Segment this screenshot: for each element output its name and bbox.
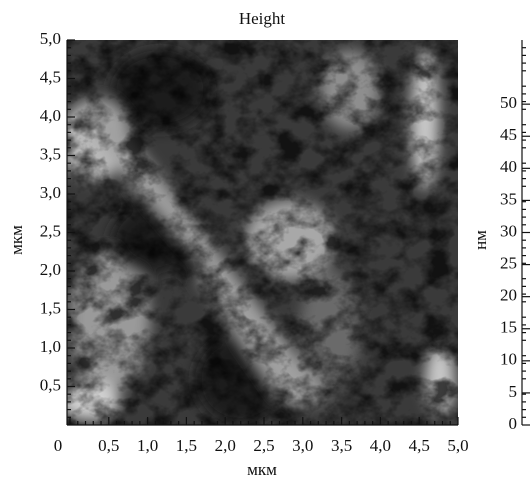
- x-tick-label: 3,5: [331, 436, 352, 455]
- colorbar-tick-label: 5: [509, 382, 518, 401]
- y-tick-label: 2,5: [40, 221, 61, 240]
- colorbar-tick-label: 20: [500, 286, 517, 305]
- colorbar-tick-label: 35: [500, 189, 517, 208]
- colorbar-tick-label: 10: [500, 350, 517, 369]
- y-tick-label: 5,0: [40, 29, 61, 48]
- height-image: [67, 40, 458, 425]
- colorbar-tick-label: 25: [500, 253, 517, 272]
- y-tick-label: 2,0: [40, 260, 61, 279]
- x-tick-label: 0: [54, 436, 63, 455]
- colorbar-tick-label: 40: [500, 157, 517, 176]
- x-tick-label: 0,5: [98, 436, 119, 455]
- colorbar-tick-label: 0: [509, 414, 518, 433]
- x-tick-label: 5,0: [447, 436, 468, 455]
- x-tick-label: 2,5: [253, 436, 274, 455]
- x-tick-label: 4,0: [370, 436, 391, 455]
- x-tick-label: 4,5: [409, 436, 430, 455]
- colorbar-tick-label: 45: [500, 125, 517, 144]
- y-tick-label: 3,0: [40, 183, 61, 202]
- x-axis-label: мкм: [247, 460, 277, 479]
- y-tick-label: 4,0: [40, 106, 61, 125]
- colorbar-tick-label: 50: [500, 93, 517, 112]
- colorbar-tick-label: 15: [500, 318, 517, 337]
- colorbar-label: нм: [471, 230, 490, 250]
- colorbar-tick-label: 30: [500, 221, 517, 240]
- x-tick-label: 1,0: [137, 436, 158, 455]
- x-tick-label: 3,0: [292, 436, 313, 455]
- y-axis-label: мкм: [7, 225, 26, 255]
- y-tick-label: 0,5: [40, 375, 61, 394]
- y-tick-label: 1,0: [40, 337, 61, 356]
- x-tick-label: 1,5: [176, 436, 197, 455]
- y-tick-label: 1,5: [40, 298, 61, 317]
- chart-title: Height: [239, 9, 286, 28]
- y-tick-label: 4,5: [40, 67, 61, 86]
- x-tick-label: 2,0: [215, 436, 236, 455]
- y-tick-label: 3,5: [40, 144, 61, 163]
